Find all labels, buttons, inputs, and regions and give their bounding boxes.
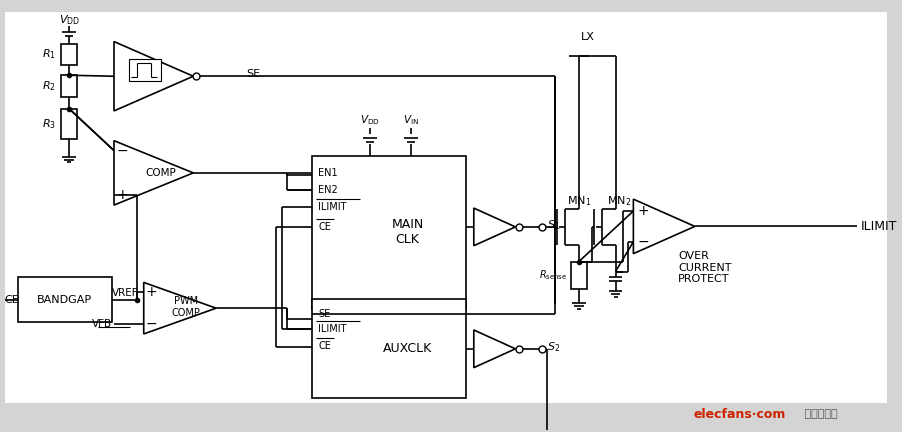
Text: VREF: VREF <box>112 288 138 298</box>
Polygon shape <box>114 141 193 205</box>
Bar <box>129 59 161 81</box>
Text: OVER
CURRENT
PROTECT: OVER CURRENT PROTECT <box>678 251 732 284</box>
Polygon shape <box>474 208 515 246</box>
Text: EN2: EN2 <box>318 185 338 195</box>
Text: $\rm MN_2$: $\rm MN_2$ <box>607 194 630 208</box>
Polygon shape <box>114 41 193 111</box>
Text: −: − <box>638 235 649 249</box>
Text: $R_{\rm sense}$: $R_{\rm sense}$ <box>538 269 567 283</box>
Text: CE: CE <box>318 222 331 232</box>
Text: +: + <box>638 204 649 218</box>
Text: CE: CE <box>4 295 19 305</box>
Text: $\rm MN_1$: $\rm MN_1$ <box>567 194 591 208</box>
Bar <box>312 156 465 309</box>
Polygon shape <box>633 199 695 254</box>
Text: $V_{\rm DD}$: $V_{\rm DD}$ <box>59 13 80 27</box>
Text: MAIN
CLK: MAIN CLK <box>391 218 424 246</box>
Text: 電子發燒友: 電子發燒友 <box>801 409 838 419</box>
Text: $S_1$: $S_1$ <box>548 218 560 232</box>
Text: +: + <box>116 188 128 202</box>
Text: $R_1$: $R_1$ <box>41 48 56 61</box>
Bar <box>312 299 465 398</box>
Text: $S_2$: $S_2$ <box>548 340 560 354</box>
Text: EN1: EN1 <box>318 168 338 178</box>
Text: COMP: COMP <box>145 168 176 178</box>
Text: $R_3$: $R_3$ <box>41 117 56 131</box>
Bar <box>61 44 78 65</box>
Polygon shape <box>474 330 515 368</box>
Text: elecfans·com: elecfans·com <box>694 408 787 421</box>
Bar <box>18 277 112 322</box>
Text: AUXCLK: AUXCLK <box>382 342 432 356</box>
Text: $V_{\rm IN}$: $V_{\rm IN}$ <box>403 113 419 127</box>
Text: VFB: VFB <box>92 319 112 329</box>
Text: COMP: COMP <box>172 308 201 318</box>
Text: LX: LX <box>581 32 594 41</box>
Text: CE: CE <box>318 341 331 351</box>
Text: $R_2$: $R_2$ <box>41 79 56 93</box>
Text: $V_{\rm DD}$: $V_{\rm DD}$ <box>360 113 380 127</box>
Bar <box>571 262 587 289</box>
Text: ILIMIT: ILIMIT <box>318 202 346 212</box>
Text: ILIMIT: ILIMIT <box>861 220 897 233</box>
Text: −: − <box>116 143 128 158</box>
Bar <box>61 75 78 97</box>
Text: SE: SE <box>246 69 260 79</box>
Text: BANDGAP: BANDGAP <box>37 295 93 305</box>
Text: ILIMIT: ILIMIT <box>318 324 346 334</box>
Bar <box>61 109 78 139</box>
Text: −: − <box>146 317 158 331</box>
Text: PWM: PWM <box>174 296 198 306</box>
Text: SE: SE <box>318 309 330 319</box>
Text: +: + <box>146 285 158 299</box>
Polygon shape <box>143 283 216 334</box>
